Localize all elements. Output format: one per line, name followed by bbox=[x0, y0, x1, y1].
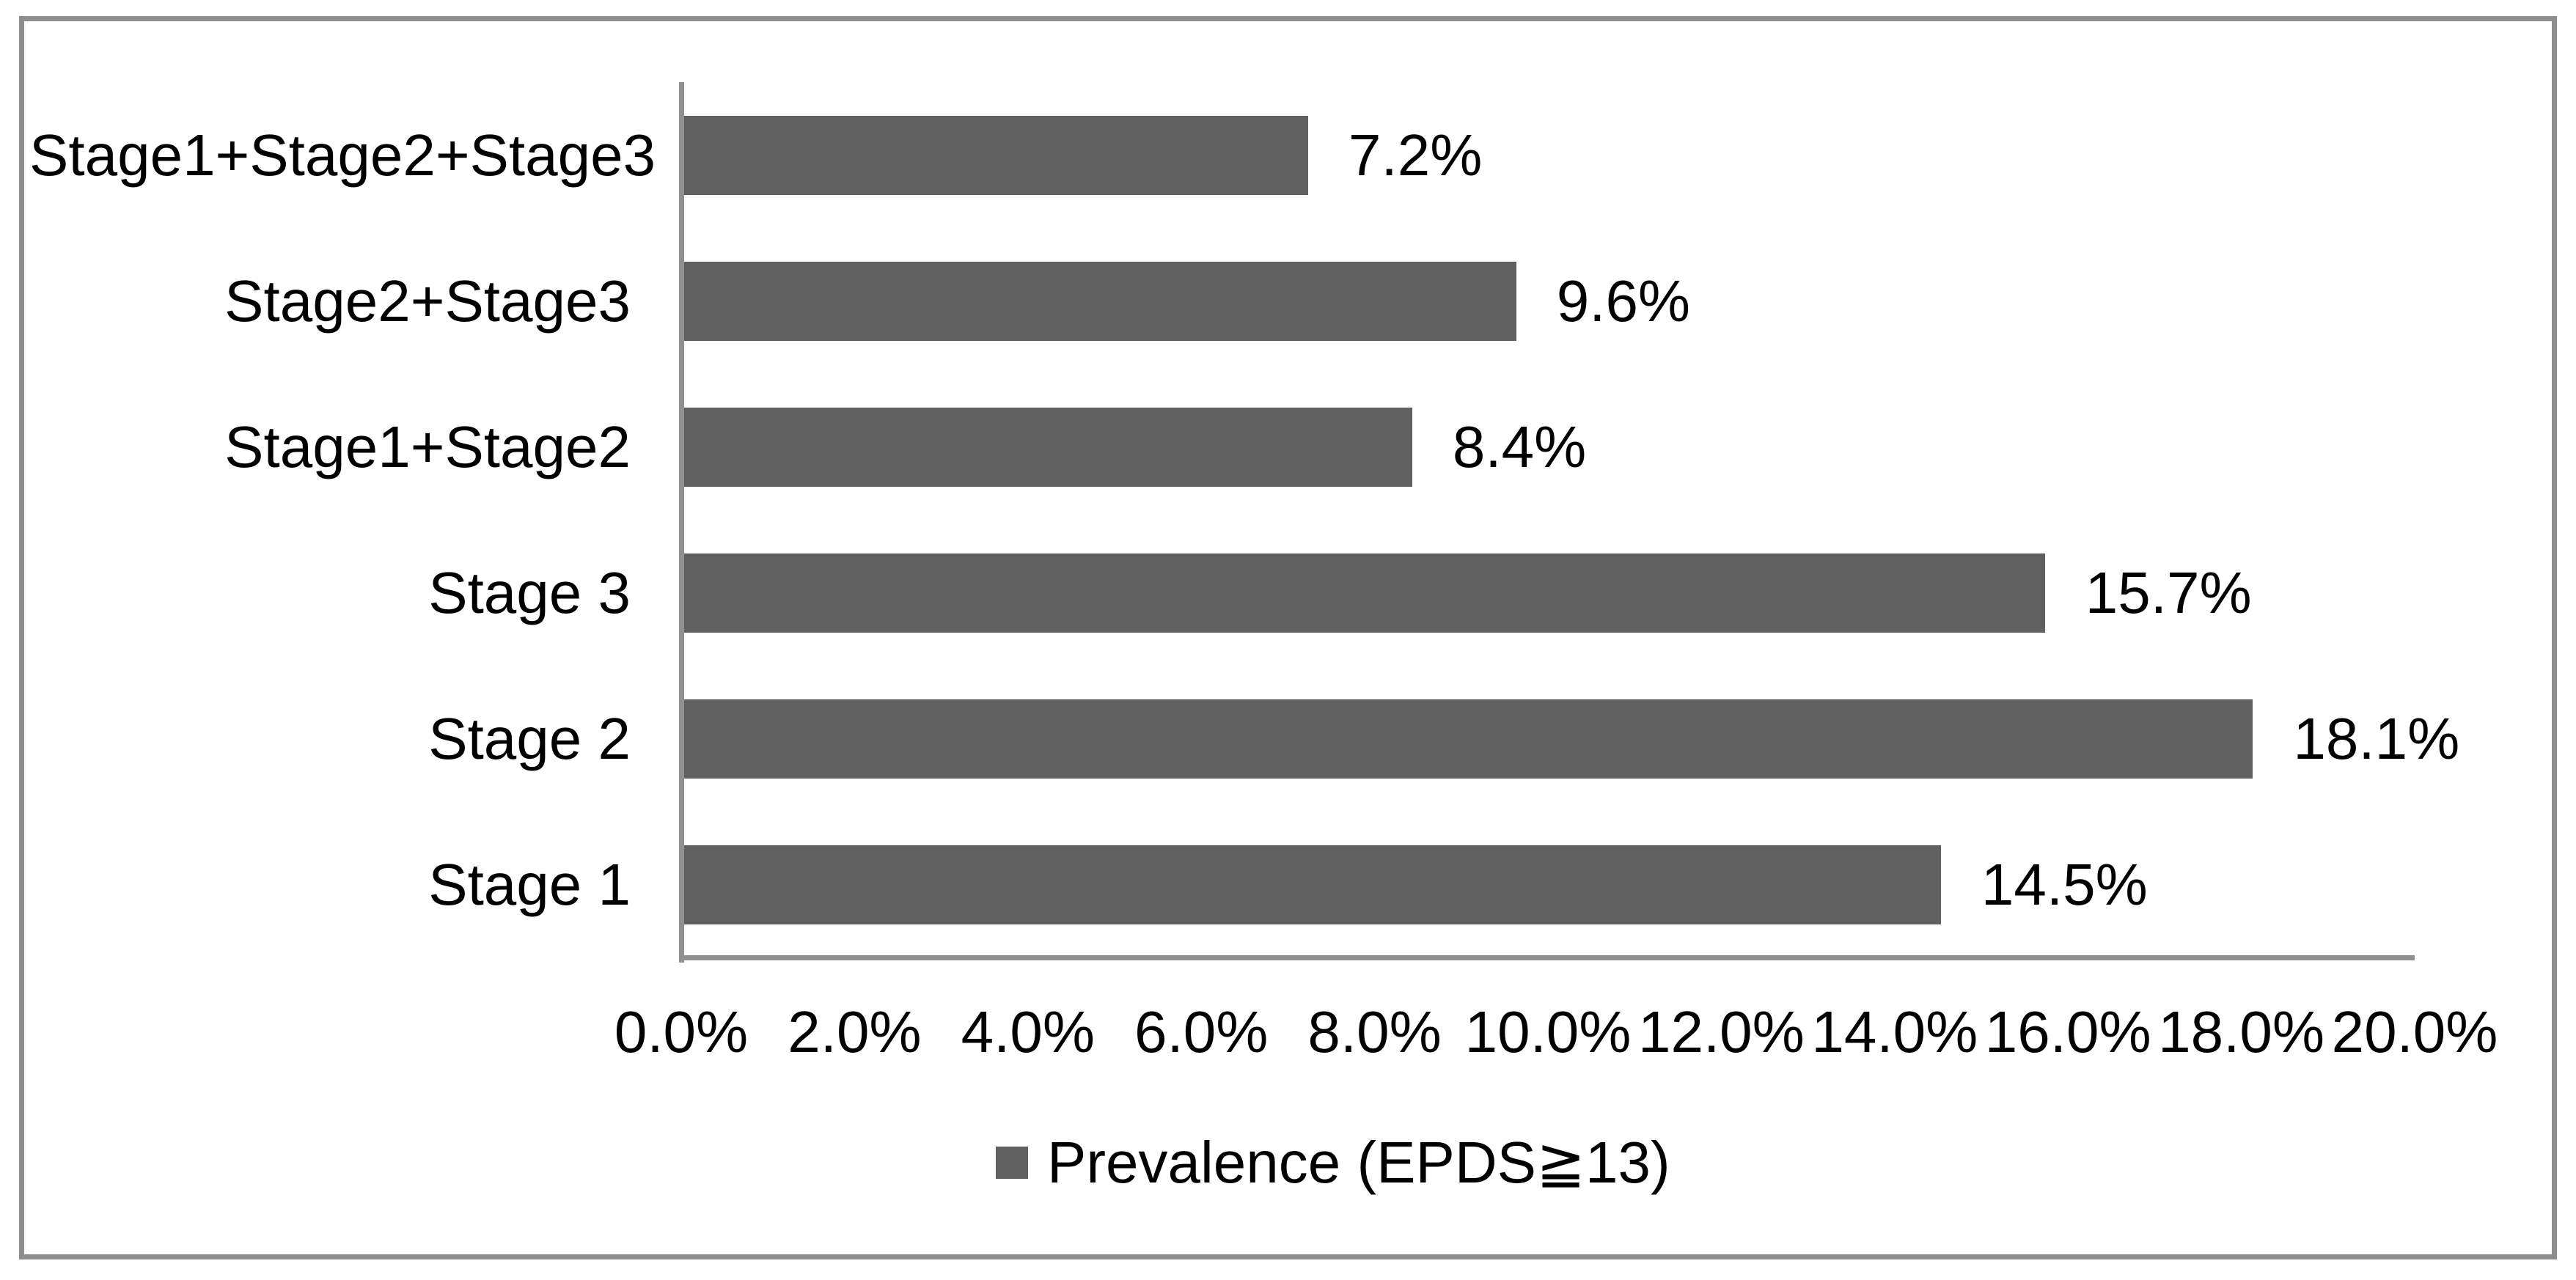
x-tick-label: 16.0% bbox=[1984, 999, 2151, 1064]
bar bbox=[684, 699, 2253, 779]
category-label: Stage1+Stage2+Stage3 bbox=[29, 122, 656, 188]
x-tick-label: 20.0% bbox=[2331, 999, 2498, 1064]
category-label: Stage2+Stage3 bbox=[224, 268, 631, 334]
x-tick-label: 18.0% bbox=[2158, 999, 2325, 1064]
legend-label: Prevalence (EPDS≧13) bbox=[1047, 1130, 1670, 1195]
category-label: Stage 3 bbox=[428, 559, 631, 625]
x-tick-label: 8.0% bbox=[1307, 999, 1442, 1064]
x-tick-label: 14.0% bbox=[1811, 999, 1978, 1064]
x-tick-label: 10.0% bbox=[1464, 999, 1632, 1064]
value-label: 7.2% bbox=[1348, 122, 1483, 188]
category-label: Stage1+Stage2 bbox=[224, 413, 631, 479]
value-label: 9.6% bbox=[1556, 268, 1691, 334]
chart-border-frame bbox=[19, 16, 2557, 1259]
x-tick-label: 4.0% bbox=[961, 999, 1095, 1064]
category-label: Stage 2 bbox=[428, 705, 631, 771]
category-label: Stage 1 bbox=[428, 851, 631, 917]
bar bbox=[684, 407, 1412, 487]
value-label: 8.4% bbox=[1452, 413, 1587, 479]
bar bbox=[684, 261, 1516, 341]
value-label: 15.7% bbox=[2085, 559, 2252, 625]
bar bbox=[684, 845, 1941, 924]
bar bbox=[684, 115, 1309, 195]
x-tick-label: 2.0% bbox=[788, 999, 922, 1064]
x-axis-line bbox=[679, 955, 2415, 960]
legend-marker-square-icon bbox=[996, 1147, 1028, 1179]
y-axis-line bbox=[679, 82, 684, 963]
x-tick-label: 0.0% bbox=[614, 999, 749, 1064]
value-label: 14.5% bbox=[1981, 851, 2148, 917]
x-tick-label: 12.0% bbox=[1637, 999, 1805, 1064]
x-tick-label: 6.0% bbox=[1134, 999, 1269, 1064]
bar bbox=[684, 553, 2045, 633]
legend: Prevalence (EPDS≧13) bbox=[996, 1130, 1670, 1195]
value-label: 18.1% bbox=[2293, 705, 2460, 771]
